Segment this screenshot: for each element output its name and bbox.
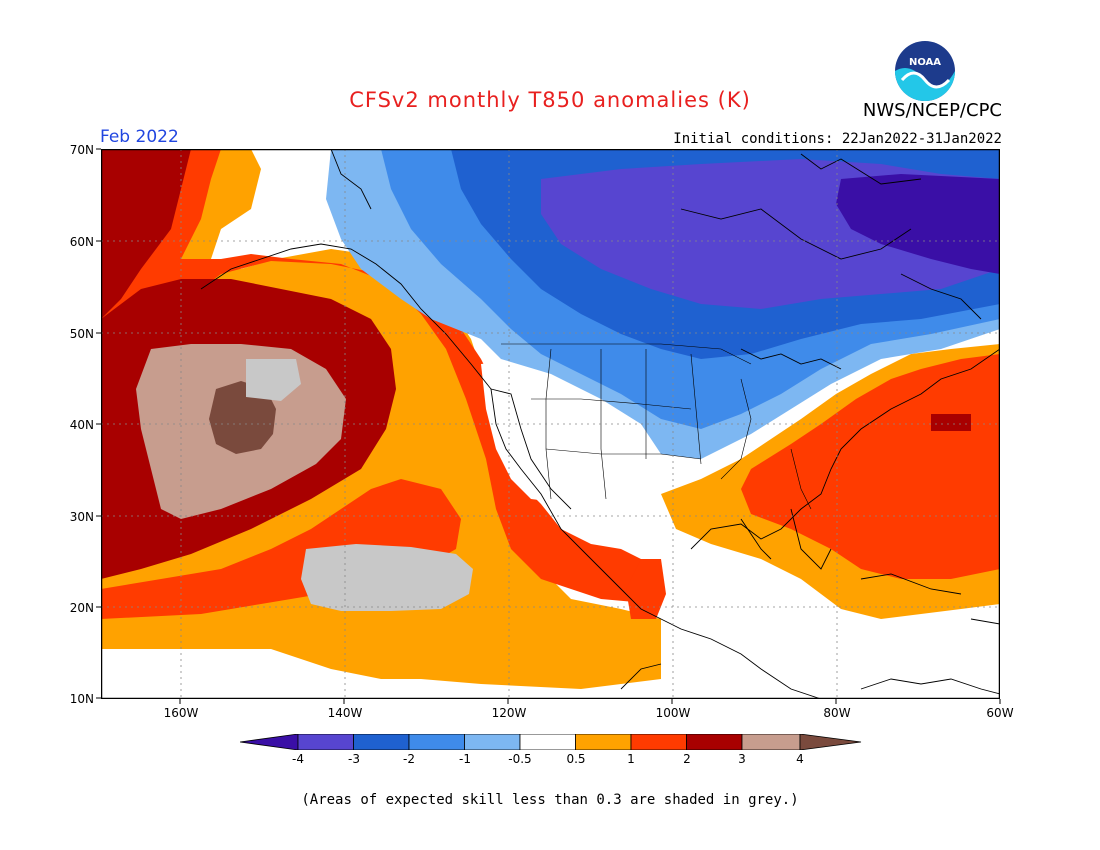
lat-label-10n: 10N: [69, 692, 94, 706]
org-label: NWS/NCEP/CPC: [862, 100, 1002, 121]
colorbar-segment-1: [297, 734, 354, 750]
colorbar-tick-label: -1: [459, 752, 471, 766]
lon-label-80w: 80W: [823, 706, 851, 720]
anomaly-region-pos-1: [101, 149, 656, 604]
colorbar-tick-label: 0.5: [566, 752, 586, 766]
lon-label-120w: 120W: [491, 706, 527, 720]
anomaly-region-pos-4: [209, 381, 276, 454]
colorbar: [240, 734, 862, 750]
colorbar-segment-0: [240, 734, 299, 750]
forecast-period: Feb 2022: [100, 127, 179, 147]
colorbar-segment-7: [630, 734, 687, 750]
low-skill-grey-1: [246, 359, 301, 401]
colorbar-tick-label: 3: [738, 752, 746, 766]
colorbar-segment-6: [575, 734, 632, 750]
colorbar-tick-label: -4: [292, 752, 304, 766]
footnote: (Areas of expected skill less than 0.3 a…: [301, 792, 799, 808]
lat-label-20n: 20N: [69, 601, 94, 615]
lon-label-160w: 160W: [163, 706, 199, 720]
colorbar-tick-label: -0.5: [508, 752, 532, 766]
low-skill-grey-2: [301, 544, 473, 611]
colorbar-tick-label: -2: [403, 752, 415, 766]
initial-conditions: Initial conditions: 22Jan2022-31Jan2022: [673, 131, 1002, 147]
logo-text: NOAA: [909, 57, 941, 68]
anomaly-region-east-pos-1: [741, 354, 1000, 579]
anomaly-region-pos-2: [101, 149, 191, 319]
chart-title: CFSv2 monthly T850 anomalies (K): [349, 88, 751, 112]
anomaly-map: [101, 149, 1000, 699]
colorbar-segment-5: [519, 734, 576, 750]
colorbar-tick-label: 1: [627, 752, 635, 766]
lat-label-60n: 60N: [69, 235, 94, 249]
colorbar-segment-8: [686, 734, 743, 750]
colorbar-tick-label: -3: [348, 752, 360, 766]
lat-label-50n: 50N: [69, 327, 94, 341]
colorbar-segment-3: [408, 734, 465, 750]
lat-label-30n: 30N: [69, 510, 94, 524]
lon-label-140w: 140W: [327, 706, 363, 720]
map-frame: [101, 149, 1000, 699]
lat-label-70n: 70N: [69, 143, 94, 157]
colorbar-tick-label: 4: [796, 752, 804, 766]
anomaly-region-neg-4: [836, 174, 1000, 274]
lat-label-40n: 40N: [69, 418, 94, 432]
colorbar-segment-4: [464, 734, 521, 750]
anomaly-region-pos-1-b: [101, 479, 461, 619]
noaa-logo-icon: NOAA: [895, 41, 955, 101]
colorbar-tick-label: 2: [683, 752, 691, 766]
colorbar-segment-2: [353, 734, 410, 750]
coastlines: [200, 149, 1000, 699]
lon-label-100w: 100W: [655, 706, 691, 720]
colorbar-segment-10: [799, 734, 862, 750]
anomaly-region-east-pos-2: [931, 414, 971, 431]
lon-label-60w: 60W: [986, 706, 1014, 720]
colorbar-segment-9: [741, 734, 801, 750]
lat-lon-grid: [101, 149, 1000, 699]
axis-ticks: [96, 148, 1001, 704]
